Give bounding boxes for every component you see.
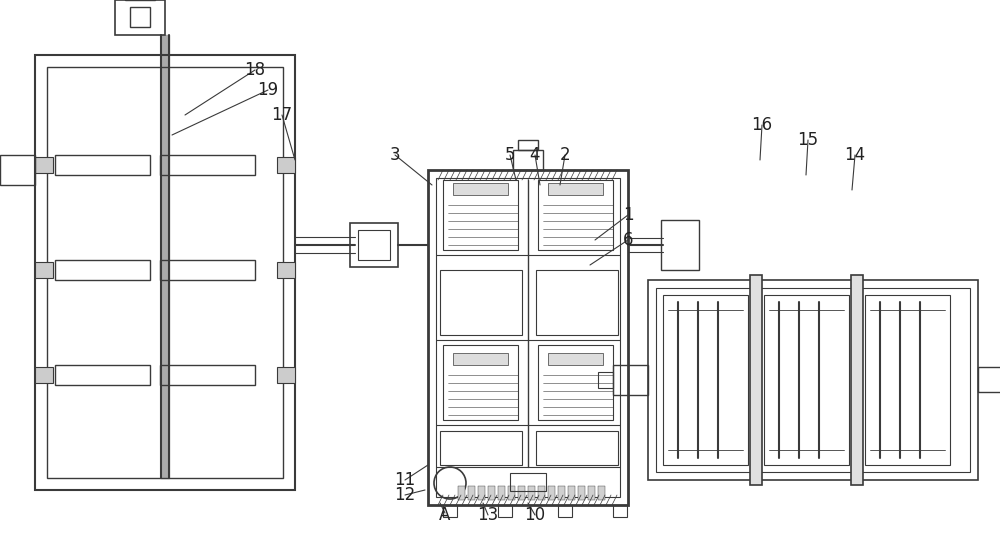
Bar	[350, 223, 398, 267]
Bar	[160, 365, 255, 385]
Bar	[508, 486, 515, 500]
Bar	[35, 367, 53, 383]
Bar	[440, 270, 522, 335]
Bar	[656, 288, 970, 472]
Bar	[458, 486, 465, 500]
Bar	[358, 230, 390, 260]
Text: A: A	[439, 506, 451, 524]
Bar	[0, 155, 35, 185]
Text: 17: 17	[271, 106, 293, 124]
Text: 12: 12	[394, 486, 416, 504]
Bar	[536, 270, 618, 335]
Bar	[35, 157, 53, 173]
Bar	[468, 486, 475, 500]
Text: 2: 2	[560, 146, 570, 164]
Bar	[613, 505, 627, 517]
Bar	[428, 170, 628, 505]
Text: 18: 18	[244, 61, 266, 79]
Bar	[47, 67, 283, 478]
Text: 3: 3	[390, 146, 400, 164]
Bar	[865, 295, 950, 465]
Bar	[35, 262, 53, 278]
Bar	[35, 55, 295, 490]
Bar	[498, 486, 505, 500]
Text: 10: 10	[524, 506, 546, 524]
Bar	[548, 353, 603, 365]
Bar	[978, 367, 1000, 392]
Bar	[548, 486, 555, 500]
Text: 13: 13	[477, 506, 499, 524]
Text: 5: 5	[505, 146, 515, 164]
Bar	[598, 486, 605, 500]
Text: 14: 14	[844, 146, 866, 164]
Bar	[538, 345, 613, 420]
Bar	[538, 180, 613, 250]
Bar	[277, 367, 295, 383]
Bar	[443, 180, 518, 250]
Bar	[160, 155, 255, 175]
Bar	[130, 7, 150, 27]
Bar	[510, 473, 546, 491]
Bar	[55, 365, 150, 385]
Bar	[528, 486, 535, 500]
Bar	[764, 295, 849, 465]
Bar	[453, 183, 508, 195]
Bar	[453, 353, 508, 365]
Bar	[498, 505, 512, 517]
Bar	[598, 372, 613, 388]
Bar	[588, 486, 595, 500]
Text: 15: 15	[797, 131, 819, 149]
Text: 19: 19	[257, 81, 279, 99]
Bar	[277, 157, 295, 173]
Bar	[443, 345, 518, 420]
Bar	[488, 486, 495, 500]
Text: 16: 16	[751, 116, 773, 134]
Bar	[115, 0, 165, 35]
Bar	[568, 486, 575, 500]
Bar	[513, 150, 543, 170]
Bar	[548, 183, 603, 195]
Bar	[663, 295, 748, 465]
Text: 4: 4	[530, 146, 540, 164]
Bar	[613, 365, 648, 395]
Bar	[55, 260, 150, 280]
Bar	[277, 262, 295, 278]
Bar	[648, 280, 978, 480]
Bar	[55, 155, 150, 175]
Bar	[436, 178, 620, 497]
Bar	[750, 275, 762, 485]
Bar	[578, 486, 585, 500]
Text: 6: 6	[623, 231, 633, 249]
Bar	[661, 220, 699, 270]
Bar	[558, 486, 565, 500]
Text: 11: 11	[394, 471, 416, 489]
Bar	[440, 431, 522, 465]
Bar	[443, 505, 457, 517]
Bar	[518, 486, 525, 500]
Text: 1: 1	[623, 206, 633, 224]
Bar	[558, 505, 572, 517]
Bar	[478, 486, 485, 500]
Bar	[518, 140, 538, 150]
Bar	[851, 275, 863, 485]
Bar	[536, 431, 618, 465]
Bar	[160, 260, 255, 280]
Bar	[538, 486, 545, 500]
